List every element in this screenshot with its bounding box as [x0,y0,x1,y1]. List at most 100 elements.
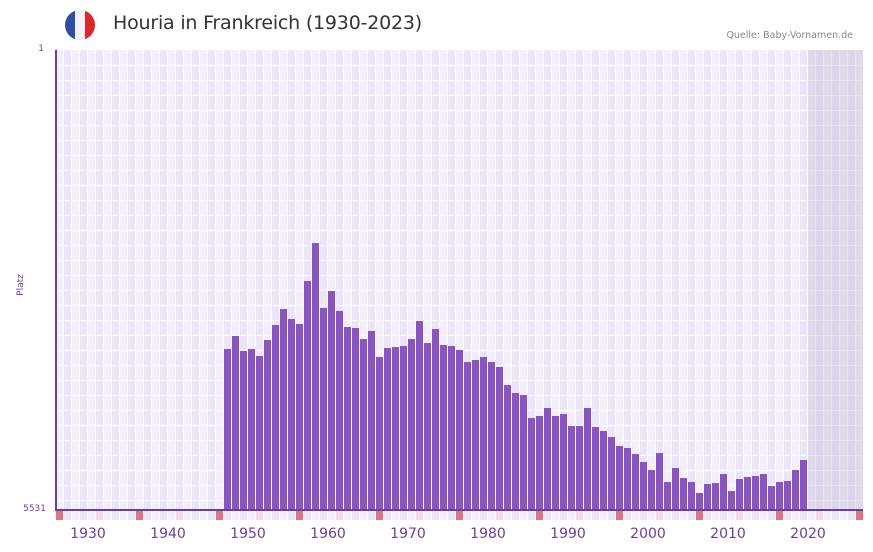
grid-column [632,50,639,510]
bar-1995[interactable] [592,427,599,510]
bar-1987[interactable] [528,418,535,510]
bar-1965[interactable] [352,328,359,510]
bar-1976[interactable] [440,345,447,510]
bar-2003[interactable] [656,453,663,510]
grid-column [768,50,775,510]
grid-column [752,50,759,510]
x-tick [608,511,615,520]
grid-column [416,50,423,510]
bar-1956[interactable] [280,309,287,510]
source-link[interactable]: Quelle: Baby-Vornamen.de [726,30,853,41]
bar-1996[interactable] [600,431,607,510]
grid-column [520,50,527,510]
bar-2015[interactable] [752,476,759,510]
bar-1993[interactable] [576,426,583,510]
bar-2012[interactable] [728,491,735,510]
bar-1991[interactable] [560,414,567,510]
bar-2001[interactable] [640,462,647,510]
bar-2011[interactable] [720,474,727,510]
bar-2018[interactable] [776,482,783,510]
grid-column [528,50,535,510]
bar-1988[interactable] [536,416,543,510]
bar-2016[interactable] [760,474,767,510]
x-tick [560,511,567,520]
bar-2006[interactable] [680,478,687,510]
bar-1970[interactable] [392,347,399,510]
x-tick [280,511,287,520]
grid-row [56,320,863,321]
bar-2019[interactable] [784,481,791,510]
x-tick [496,511,503,520]
bar-1978[interactable] [456,350,463,510]
bar-2010[interactable] [712,483,719,510]
bar-1957[interactable] [288,319,295,510]
bar-1972[interactable] [408,339,415,510]
bar-2008[interactable] [696,493,703,510]
bar-2017[interactable] [768,486,775,510]
bar-1966[interactable] [360,339,367,510]
grid-column [616,50,623,510]
bar-2005[interactable] [672,468,679,510]
bar-1968[interactable] [376,357,383,510]
grid-row [56,65,863,66]
bar-1967[interactable] [368,331,375,510]
x-tick [624,511,631,520]
bar-2014[interactable] [744,477,751,510]
bar-2020[interactable] [792,470,799,510]
bar-1960[interactable] [312,243,319,510]
x-tick [256,511,263,520]
grid-column [128,50,135,510]
bar-2009[interactable] [704,484,711,510]
bar-2002[interactable] [648,470,655,510]
bar-1952[interactable] [248,349,255,510]
grid-column [728,50,735,510]
bar-1999[interactable] [624,448,631,510]
bar-2007[interactable] [688,482,695,510]
bar-2000[interactable] [632,454,639,510]
bar-1990[interactable] [552,416,559,510]
bar-1997[interactable] [608,437,615,510]
bar-1981[interactable] [480,357,487,510]
bar-1971[interactable] [400,346,407,510]
bar-1949[interactable] [224,349,231,510]
x-tick [64,511,71,520]
bar-1984[interactable] [504,385,511,510]
bar-1980[interactable] [472,360,479,510]
bar-1986[interactable] [520,395,527,510]
bar-1954[interactable] [264,340,271,510]
bar-1975[interactable] [432,329,439,510]
bar-1961[interactable] [320,308,327,510]
bar-1994[interactable] [584,408,591,510]
bar-1950[interactable] [232,336,239,510]
grid-column [280,50,287,510]
bar-1969[interactable] [384,348,391,510]
bar-1959[interactable] [304,281,311,510]
bar-2004[interactable] [664,482,671,510]
bar-1958[interactable] [296,324,303,510]
bar-1974[interactable] [424,343,431,510]
bar-1979[interactable] [464,362,471,510]
bar-2013[interactable] [736,479,743,510]
bar-1973[interactable] [416,321,423,510]
bar-1963[interactable] [336,311,343,510]
bar-1962[interactable] [328,291,335,510]
bar-1964[interactable] [344,327,351,510]
bar-1998[interactable] [616,446,623,510]
grid-column [488,50,495,510]
grid-column [760,50,767,510]
x-tick [832,511,839,520]
bar-1955[interactable] [272,325,279,510]
x-tick [328,511,335,520]
x-tick [416,511,423,520]
bar-1951[interactable] [240,351,247,510]
x-tick-label-1950: 1950 [230,526,266,542]
bar-1992[interactable] [568,426,575,510]
bar-1983[interactable] [496,367,503,510]
bar-1982[interactable] [488,362,495,510]
bar-1953[interactable] [256,356,263,510]
bar-1989[interactable] [544,408,551,510]
bar-2021[interactable] [800,460,807,510]
bar-1985[interactable] [512,393,519,510]
bar-1977[interactable] [448,346,455,510]
grid-column [96,50,103,510]
